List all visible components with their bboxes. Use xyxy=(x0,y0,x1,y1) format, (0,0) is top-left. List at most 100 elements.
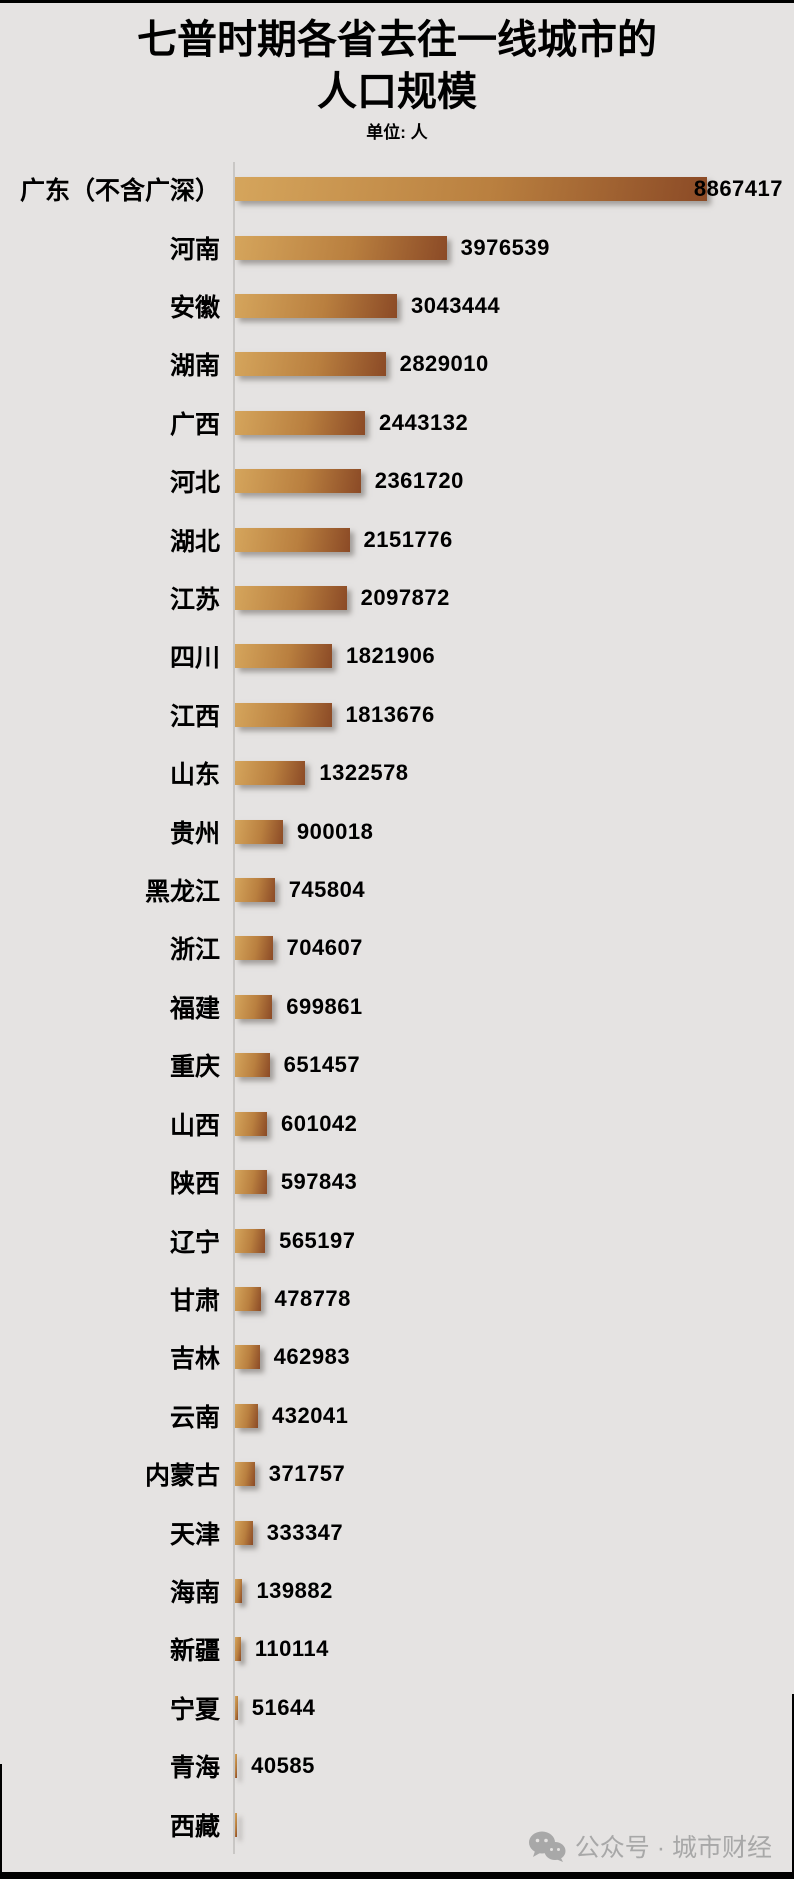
bar-area: 333347 xyxy=(235,1503,794,1561)
bar-area: 2151776 xyxy=(235,510,794,568)
category-label: 广西 xyxy=(169,410,220,439)
bar xyxy=(235,527,350,552)
bar-area: 139882 xyxy=(235,1562,794,1620)
chart-row: 山东 1322578 xyxy=(0,744,794,802)
category-label: 内蒙古 xyxy=(144,1462,220,1491)
value-label: 110114 xyxy=(254,1636,329,1662)
value-label: 699861 xyxy=(286,993,363,1019)
bar-area: 699861 xyxy=(235,978,794,1036)
bar xyxy=(235,994,273,1019)
category-label: 重庆 xyxy=(169,1053,220,1082)
value-label: 2443132 xyxy=(379,409,469,435)
border-bottom xyxy=(0,1872,794,1879)
unit-label: 单位: 人 xyxy=(366,123,428,142)
bar xyxy=(235,702,332,727)
bar-area: 565197 xyxy=(235,1211,794,1269)
bar xyxy=(235,294,397,319)
category-label: 天津 xyxy=(169,1520,220,1549)
bar-area: 462983 xyxy=(235,1328,794,1386)
value-label: 478778 xyxy=(274,1285,351,1311)
chart-row: 江西 1813676 xyxy=(0,686,794,744)
bar xyxy=(235,936,273,961)
chart-row: 湖北 2151776 xyxy=(0,510,794,568)
chart-row: 天津 333347 xyxy=(0,1503,794,1561)
chart-row: 陕西 597843 xyxy=(0,1153,794,1211)
category-label: 浙江 xyxy=(169,936,220,965)
chart-row: 宁夏 51644 xyxy=(0,1679,794,1737)
chart-row: 重庆 651457 xyxy=(0,1036,794,1094)
value-label: 597843 xyxy=(280,1169,358,1195)
bar-area: 745804 xyxy=(235,861,794,919)
bar-area: 900018 xyxy=(235,802,794,860)
chart-row: 青海 40585 xyxy=(0,1737,794,1795)
value-label: 1813676 xyxy=(345,701,435,727)
bar-area: 1821906 xyxy=(235,627,794,685)
bar-area: 651457 xyxy=(235,1036,794,1094)
chart-row: 广东（不含广深） 8867417 xyxy=(0,160,794,218)
bar xyxy=(235,1812,237,1837)
value-label: 432041 xyxy=(271,1402,349,1428)
value-label: 40585 xyxy=(251,1753,315,1779)
bar xyxy=(235,1520,253,1545)
value-label: 462983 xyxy=(273,1344,351,1370)
bar xyxy=(235,352,386,377)
bar xyxy=(235,1403,258,1428)
category-label: 黑龙江 xyxy=(144,878,220,907)
bar-area: 597843 xyxy=(235,1153,794,1211)
category-label: 海南 xyxy=(169,1578,220,1607)
bar xyxy=(235,1053,270,1078)
category-label: 云南 xyxy=(169,1403,220,1432)
bar xyxy=(235,1578,243,1603)
chart-row: 山西 601042 xyxy=(0,1095,794,1153)
chart-row: 贵州 900018 xyxy=(0,802,794,860)
category-label: 河南 xyxy=(169,235,220,264)
category-label: 福建 xyxy=(169,994,220,1023)
chart-row: 江苏 2097872 xyxy=(0,569,794,627)
bar xyxy=(235,177,707,202)
chart-row: 辽宁 565197 xyxy=(0,1211,794,1269)
bar xyxy=(235,235,447,260)
bar-area: 2829010 xyxy=(235,335,794,393)
chart-row: 广西 2443132 xyxy=(0,394,794,452)
bar-area xyxy=(235,1795,794,1853)
bar-area: 371757 xyxy=(235,1445,794,1503)
bar xyxy=(235,410,365,435)
bar-area: 2361720 xyxy=(235,452,794,510)
value-label: 1322578 xyxy=(319,760,409,786)
border-top xyxy=(0,0,794,3)
bar-area: 8867417 xyxy=(235,160,794,218)
bar-area: 601042 xyxy=(235,1095,794,1153)
chart-title-line1: 七普时期各省去往一线城市的 xyxy=(137,18,657,62)
chart-title: 七普时期各省去往一线城市的 人口规模 xyxy=(0,14,794,118)
bar xyxy=(235,1111,267,1136)
bar xyxy=(235,1462,255,1487)
chart-row: 新疆 110114 xyxy=(0,1620,794,1678)
chart-row: 云南 432041 xyxy=(0,1387,794,1445)
chart-row: 河北 2361720 xyxy=(0,452,794,510)
category-label: 青海 xyxy=(169,1754,220,1783)
bar-area: 51644 xyxy=(235,1679,794,1737)
bar xyxy=(235,1286,261,1311)
wechat-icon xyxy=(528,1831,566,1862)
chart-title-line2: 人口规模 xyxy=(317,70,477,114)
chart-row: 吉林 462983 xyxy=(0,1328,794,1386)
value-label: 745804 xyxy=(288,877,366,903)
category-label: 新疆 xyxy=(169,1637,220,1666)
value-label: 565197 xyxy=(279,1227,356,1253)
chart-row: 内蒙古 371757 xyxy=(0,1445,794,1503)
chart-row: 浙江 704607 xyxy=(0,919,794,977)
value-label: 371757 xyxy=(268,1461,346,1487)
border-left-segment xyxy=(0,1764,2,1879)
bar xyxy=(235,1637,241,1662)
bar xyxy=(235,1695,238,1720)
category-label: 安徽 xyxy=(169,294,220,323)
chart-row: 安徽 3043444 xyxy=(0,277,794,335)
bar-area: 2097872 xyxy=(235,569,794,627)
value-label: 2151776 xyxy=(363,526,453,552)
value-label: 900018 xyxy=(296,818,374,844)
chart-row: 甘肃 478778 xyxy=(0,1270,794,1328)
bar xyxy=(235,1228,266,1253)
chart-row: 海南 139882 xyxy=(0,1562,794,1620)
chart-row: 黑龙江 745804 xyxy=(0,861,794,919)
value-label: 704607 xyxy=(286,935,363,961)
